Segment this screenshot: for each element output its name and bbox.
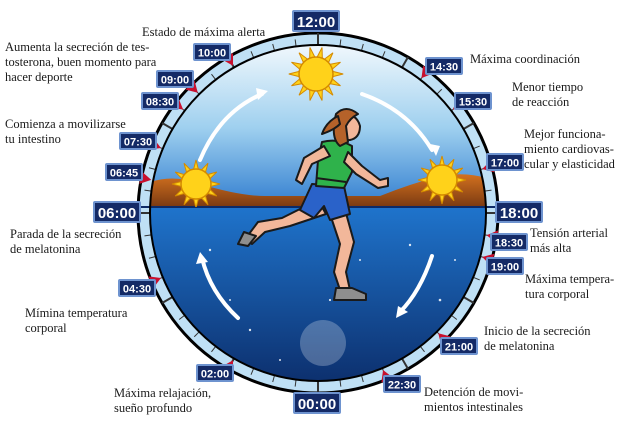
ring-tick [250,368,255,375]
time-label-box [292,10,340,32]
ring-tick [360,375,364,383]
sunrise-icon [171,159,221,207]
horizon-hills [150,174,486,207]
time-label-2230: 22:30 [388,380,416,392]
time-label-0430: 04:30 [123,284,151,296]
annotation-reaccion: Menor tiempo de reacción [512,80,584,109]
ring-tick [473,276,480,281]
time-label-box [486,257,524,275]
time-label-0830: 08:30 [146,97,174,109]
time-label-1530: 15:30 [459,97,487,109]
time-label-box [383,375,421,393]
ring-tick [272,375,276,383]
ring-tick [462,122,475,130]
ring-tick [144,234,152,237]
annotation-tension: Tensión arterial más alta [530,226,608,255]
time-label-2100: 21:00 [445,342,473,354]
ring-tick [339,379,342,387]
annotation-maxima-temp: Máxima tempera- tura corporal [525,272,615,301]
time-label-box [119,132,157,150]
time-label-box [440,337,478,355]
clockwise-arrow-icon [198,92,434,320]
ring-tick [381,51,386,58]
time-label-box [118,279,156,297]
annotation-melatonina-inicio: Inicio de la secreción de melatonina [484,324,591,353]
time-label-box [495,201,543,223]
ring-tick [419,345,425,353]
time-label-box [105,163,143,181]
annotation-coordinacion: Máxima coordinación [470,52,581,66]
annotation-relajacion: Máxima relajación, sueño profundo [114,386,212,415]
ring-tick [144,189,152,192]
time-label-box [141,92,179,110]
time-label-box [93,201,141,223]
ring-tick [436,88,443,95]
annotation-minima-temp: Mímina temperatura corporal [25,306,128,335]
annotation-cardiovascular: Mejor funciona- miento cardiovas- cular … [524,127,615,171]
night-sky [150,207,486,381]
ring-tick [450,314,458,320]
time-label-box [486,153,524,171]
time-label-0600: 06:00 [98,205,136,222]
ring-tick [401,357,409,370]
annotation-estado-alerta: Estado de máxima alerta [142,25,266,39]
ring-tick [473,145,480,150]
moon-icon [300,320,346,366]
time-label-1800: 18:00 [500,205,538,222]
time-label-0000: 00:00 [298,396,336,413]
time-label-box [425,57,463,75]
annotation-intestino: Comienza a movilizarse tu intestino [5,117,126,146]
time-label-box [156,70,194,88]
runner-figure [237,108,389,301]
time-label-1200: 12:00 [297,14,335,31]
annotation-testosterona: Aumenta la secreción de tes- tosterona, … [5,40,157,84]
time-label-0200: 02:00 [201,369,229,381]
time-label-box [490,233,528,251]
ring-tick [294,39,297,47]
ring-tick [161,296,174,304]
time-label-1700: 17:00 [491,158,519,170]
ring-tick [339,39,342,47]
time-label-0900: 09:00 [161,75,189,87]
time-label-0730: 07:30 [124,137,152,149]
ring-tick [401,56,409,69]
ring-tick [294,379,297,387]
time-label-box [193,43,231,61]
ring-tick [250,51,255,58]
time-label-1000: 10:00 [198,48,226,60]
ring-tick [462,296,475,304]
time-label-box [454,92,492,110]
ring-tick [360,43,364,51]
sun-icon [288,47,344,101]
ring-tick [211,73,217,81]
time-label-1830: 18:30 [495,238,523,250]
annotation-melatonina-parada: Parada de la secreción de melatonina [10,227,122,256]
ring-tick [148,255,156,259]
ring-tick [193,331,200,338]
ring-tick [272,43,276,51]
time-label-box [293,392,341,414]
sunset-icon [417,155,467,205]
arrow-heads [196,88,440,318]
time-label-1430: 14:30 [430,62,458,74]
time-label-1900: 19:00 [491,262,519,274]
annotation-intestinales: Detención de movi- mientos intestinales [424,385,524,414]
time-label-0645: 06:45 [110,168,138,180]
ring-tick [161,122,174,130]
ring-tick [148,167,156,171]
ring-tick [178,314,186,320]
time-label-box [196,364,234,382]
ring-tick [211,345,217,353]
ring-tick [484,189,492,192]
